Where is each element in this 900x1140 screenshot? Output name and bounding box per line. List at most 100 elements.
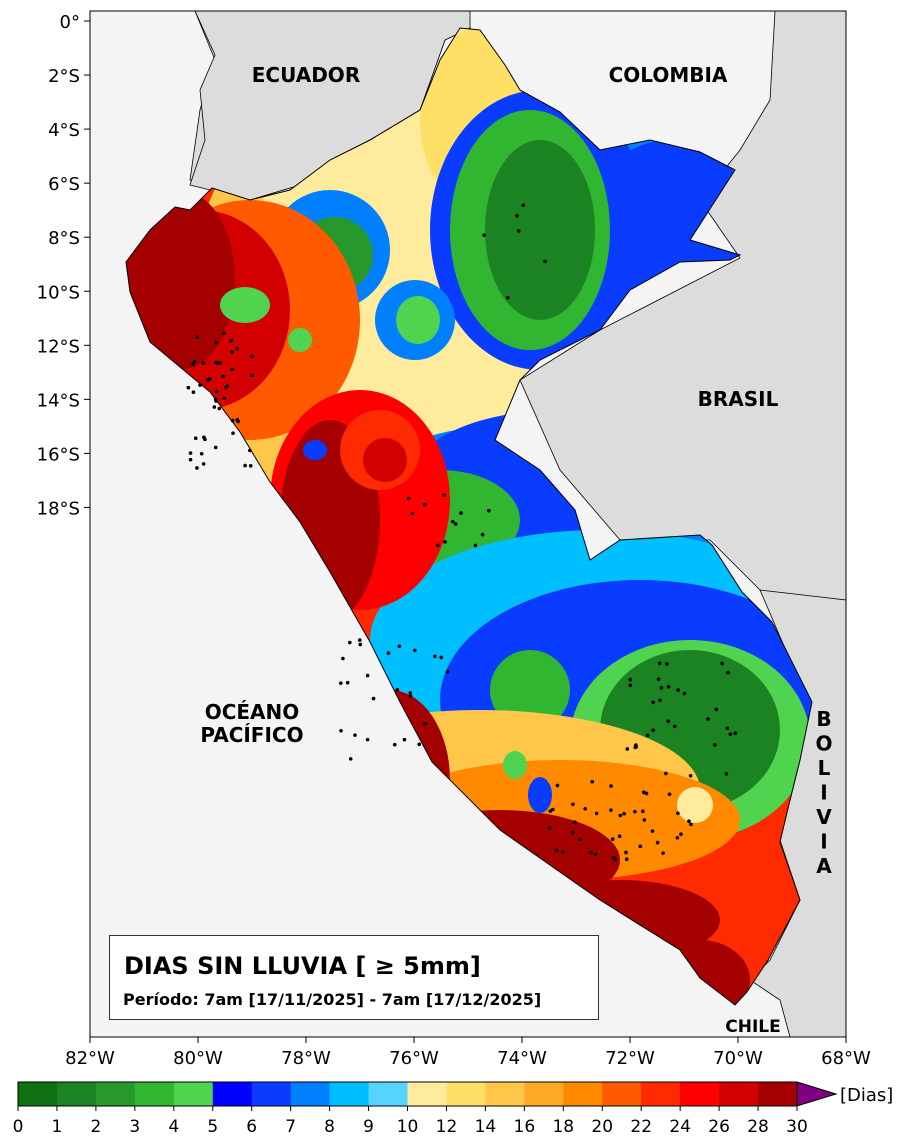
- station-dot: [728, 732, 733, 737]
- station-dot: [413, 648, 417, 653]
- colorbar-swatch: [290, 1082, 331, 1106]
- station-dot: [641, 809, 645, 814]
- colorbar-swatch: [251, 1082, 292, 1106]
- station-dot: [201, 462, 206, 466]
- station-dot: [230, 418, 235, 423]
- colorbar-swatch: [329, 1082, 370, 1106]
- station-dot: [659, 686, 664, 690]
- x-tick-label: 68°W: [821, 1048, 871, 1069]
- station-dot: [613, 857, 617, 862]
- station-dot: [642, 790, 646, 795]
- colorbar-tick-label: 20: [591, 1117, 613, 1137]
- station-dot: [687, 819, 691, 823]
- x-tick-label: 74°W: [497, 1048, 547, 1069]
- station-dot: [365, 737, 370, 742]
- station-dot: [482, 233, 486, 237]
- x-tick-label: 82°W: [65, 1048, 115, 1069]
- station-dot: [339, 728, 343, 733]
- station-dot: [590, 779, 595, 784]
- colorbar-tick-label: 2: [90, 1117, 101, 1137]
- station-dot: [348, 640, 352, 645]
- label-ocean-2: PACÍFICO: [200, 723, 303, 747]
- station-dot: [193, 436, 198, 440]
- map-frame: [89, 10, 847, 1038]
- station-dot: [555, 783, 560, 788]
- station-dot: [435, 543, 440, 548]
- label-ocean-1: OCÉANO: [205, 700, 300, 724]
- rain-zone: [677, 787, 713, 823]
- station-dot: [339, 681, 343, 685]
- colorbar-swatch: [680, 1082, 720, 1106]
- station-dot: [410, 511, 415, 516]
- station-dot: [688, 773, 693, 778]
- station-dot: [672, 724, 677, 729]
- station-dot: [578, 837, 582, 841]
- station-dot: [706, 717, 710, 721]
- station-dot: [439, 655, 443, 660]
- station-dot: [720, 661, 724, 666]
- station-dot: [625, 747, 630, 751]
- station-dot: [188, 457, 193, 462]
- station-dot: [594, 811, 599, 816]
- rain-zone: [126, 190, 235, 370]
- y-tick-label: 2°S: [48, 66, 80, 87]
- station-dot: [609, 808, 613, 812]
- y-tick-label: 0°: [60, 12, 80, 33]
- colorbar-tick-label: 14: [475, 1117, 497, 1137]
- colorbar-tick-label: 4: [168, 1117, 179, 1137]
- station-dot: [365, 673, 370, 678]
- neighbor-countries: [189, 10, 847, 1038]
- label-bolivia-letter: A: [816, 854, 832, 878]
- station-dot: [651, 728, 655, 733]
- colorbar-tick-label: 5: [207, 1117, 218, 1137]
- colorbar-tick-label: 10: [397, 1117, 419, 1137]
- station-dot: [714, 707, 719, 712]
- colorbar-swatch: [719, 1082, 759, 1106]
- colorbar-tick-label: 9: [363, 1117, 374, 1137]
- station-dot: [618, 813, 623, 818]
- colorbar-tick-label: 24: [669, 1117, 691, 1137]
- station-dot: [422, 502, 427, 507]
- station-dot: [628, 677, 633, 682]
- station-dot: [442, 493, 446, 497]
- station-dot: [645, 733, 650, 738]
- station-dot: [235, 346, 239, 351]
- station-dot: [348, 757, 353, 761]
- station-dot: [250, 373, 254, 378]
- station-dot: [214, 340, 219, 345]
- y-tick-label: 12°S: [37, 336, 80, 357]
- station-dot: [571, 802, 575, 807]
- station-dot: [358, 642, 363, 647]
- station-dot: [188, 451, 193, 455]
- station-dot: [505, 295, 510, 300]
- colorbar-swatch: [95, 1082, 136, 1106]
- station-dot: [480, 532, 485, 537]
- station-dot: [345, 680, 350, 685]
- x-tick-label: 76°W: [389, 1048, 439, 1069]
- station-dot: [201, 361, 206, 365]
- station-dot: [570, 830, 575, 835]
- station-dot: [371, 696, 376, 701]
- colorbar-swatch: [56, 1082, 97, 1106]
- colorbar-tick-label: 26: [708, 1117, 730, 1137]
- station-dot: [657, 661, 662, 666]
- station-dot: [650, 829, 655, 833]
- label-bolivia-letter: O: [815, 732, 832, 756]
- rain-zone: [303, 440, 327, 460]
- label-ecuador: ECUADOR: [252, 63, 360, 87]
- x-tick-label: 80°W: [173, 1048, 223, 1069]
- station-dot: [445, 669, 450, 674]
- station-dot: [487, 508, 491, 513]
- y-tick-label: 14°S: [37, 390, 80, 411]
- label-bolivia-letter: B: [816, 707, 831, 731]
- station-dot: [679, 832, 683, 837]
- station-dot: [610, 837, 615, 841]
- station-dot: [433, 654, 437, 659]
- station-dot: [633, 809, 637, 814]
- label-bolivia-letter: I: [820, 830, 827, 854]
- station-dot: [199, 451, 204, 456]
- colorbar-swatch: [602, 1082, 642, 1106]
- colorbar-tick-label: 30: [786, 1117, 808, 1137]
- station-dot: [222, 396, 227, 401]
- station-dot: [726, 670, 730, 675]
